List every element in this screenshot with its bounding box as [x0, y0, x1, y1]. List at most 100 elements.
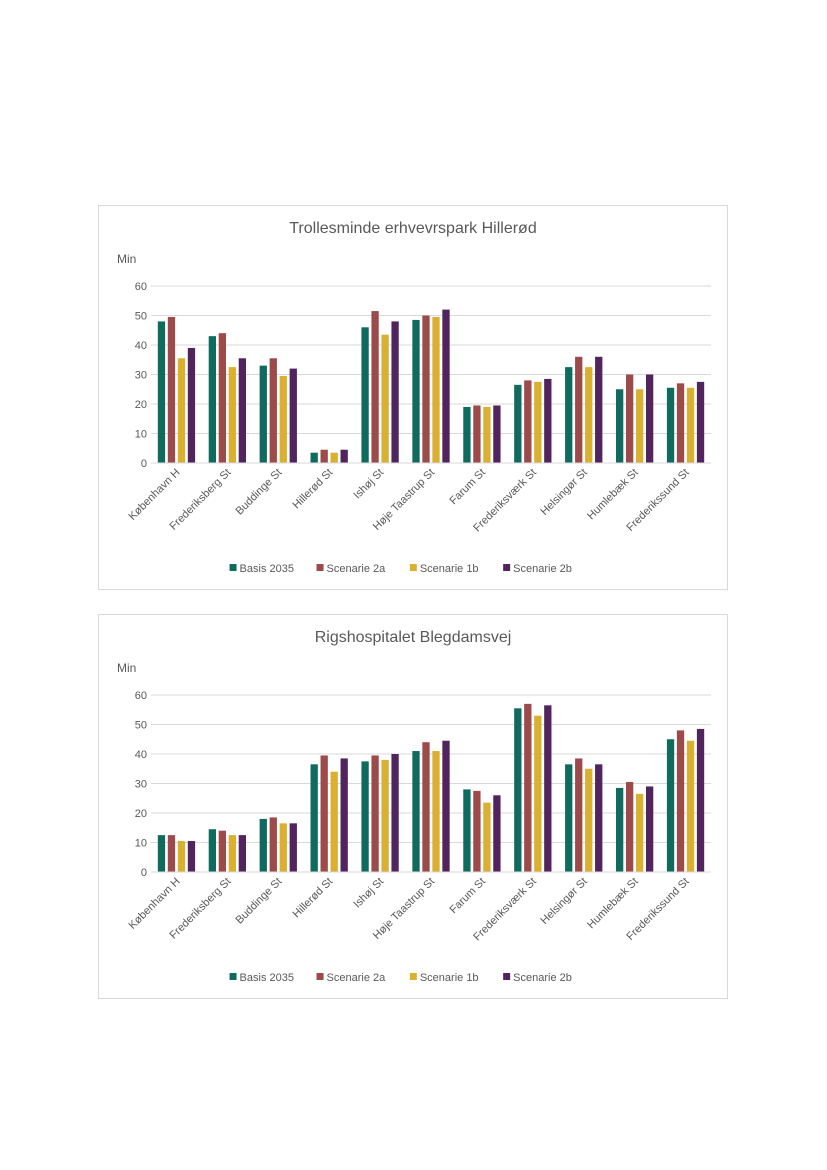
bar-scenarie-1b-buddinge-st	[279, 823, 287, 872]
bar-scenarie-2a-hoje-taastrup-st	[422, 315, 430, 463]
bar-scenarie-1b-hillerod-st	[330, 771, 338, 872]
x-category-label: Hillerød St	[291, 876, 336, 921]
legend-swatch-scenarie-2b	[503, 973, 511, 980]
legend-label-basis-2035: Basis 2035	[240, 563, 294, 575]
bar-scenarie-2b-frederiksvaerk-st	[544, 705, 552, 872]
bar-basis-2035-farum-st	[463, 406, 471, 463]
bar-basis-2035-frederikssund-st	[666, 739, 675, 872]
bar-scenarie-1b-frederiksvaerk-st	[534, 381, 542, 463]
bar-basis-2035-hoje-taastrup-st	[412, 751, 420, 872]
bar-scenarie-1b-hillerod-st	[330, 452, 338, 463]
bar-scenarie-2a-humlebaek-st	[625, 782, 634, 872]
bar-basis-2035-hillerod-st	[310, 452, 318, 463]
bar-scenarie-2b-kobenhavn-h	[187, 347, 196, 463]
bar-scenarie-2b-buddinge-st	[289, 823, 297, 872]
y-tick-label: 50	[135, 311, 147, 323]
bar-scenarie-1b-kobenhavn-h	[177, 841, 186, 872]
x-category-label: Buddinge St	[234, 467, 285, 518]
bar-scenarie-2a-farum-st	[473, 405, 481, 463]
x-category-label: Ishøj St	[351, 467, 386, 502]
bar-scenarie-2b-frederikssund-st	[696, 728, 705, 872]
bar-scenarie-2b-hillerod-st	[340, 758, 348, 872]
bar-scenarie-1b-ishoj-st	[381, 334, 389, 463]
bar-basis-2035-frederiksberg-st	[208, 336, 217, 463]
y-tick-label: 40	[135, 749, 147, 761]
chart-title: Rigshospitalet Blegdamsvej	[315, 629, 512, 646]
x-category-label: København H	[127, 467, 183, 523]
bar-scenarie-1b-buddinge-st	[279, 375, 287, 463]
x-category-label: Humlebæk St	[585, 467, 641, 523]
bar-basis-2035-humlebaek-st	[615, 389, 624, 463]
bar-scenarie-2b-helsingor-st	[595, 764, 603, 872]
bar-scenarie-1b-frederiksberg-st	[228, 367, 237, 463]
x-category-label: Humlebæk St	[585, 876, 641, 932]
x-category-label: København H	[127, 876, 183, 932]
bar-scenarie-2a-frederikssund-st	[676, 383, 685, 463]
bar-scenarie-2b-frederiksberg-st	[238, 358, 247, 463]
bar-scenarie-2b-farum-st	[493, 795, 501, 872]
legend-label-scenarie-2a: Scenarie 2a	[327, 972, 387, 984]
bar-basis-2035-ishoj-st	[361, 761, 369, 872]
bar-scenarie-2a-frederiksvaerk-st	[524, 380, 532, 463]
bar-scenarie-2a-ishoj-st	[371, 311, 379, 463]
legend-swatch-scenarie-1b	[409, 973, 417, 980]
bar-scenarie-2a-hillerod-st	[320, 449, 328, 463]
chart-title: Trollesminde erhvevrspark Hillerød	[289, 220, 536, 237]
y-tick-label: 60	[135, 281, 147, 293]
y-tick-label: 20	[135, 399, 147, 411]
bar-scenarie-1b-farum-st	[483, 406, 491, 463]
bar-scenarie-1b-helsingor-st	[585, 768, 593, 872]
legend-swatch-basis-2035	[229, 973, 237, 980]
y-tick-label: 0	[141, 458, 147, 470]
bar-scenarie-2b-ishoj-st	[391, 321, 399, 463]
bar-basis-2035-buddinge-st	[259, 365, 267, 463]
legend-label-basis-2035: Basis 2035	[240, 972, 294, 984]
bar-scenarie-2b-frederikssund-st	[696, 381, 705, 463]
legend-swatch-scenarie-1b	[409, 564, 417, 571]
bar-scenarie-1b-frederikssund-st	[686, 740, 695, 872]
bar-scenarie-1b-humlebaek-st	[635, 389, 644, 463]
bar-scenarie-2b-frederiksberg-st	[238, 835, 247, 872]
y-tick-label: 30	[135, 370, 147, 382]
bar-basis-2035-kobenhavn-h	[157, 835, 166, 872]
bar-scenarie-2a-frederiksberg-st	[218, 830, 227, 872]
y-tick-label: 10	[135, 838, 147, 850]
chart-svg-trollesminde: Trollesminde erhvevrspark Hillerød Min 0 10…	[117, 220, 711, 575]
legend-label-scenarie-2a: Scenarie 2a	[327, 563, 387, 575]
bar-basis-2035-ishoj-st	[361, 327, 369, 463]
bar-scenarie-1b-humlebaek-st	[635, 793, 644, 872]
y-tick-label: 10	[135, 429, 147, 441]
bar-scenarie-2b-kobenhavn-h	[187, 841, 196, 872]
x-category-label: Ishøj St	[351, 876, 386, 911]
bar-scenarie-2a-frederiksberg-st	[218, 333, 227, 463]
bar-basis-2035-kobenhavn-h	[157, 321, 166, 463]
bar-scenarie-2a-frederiksvaerk-st	[524, 703, 532, 872]
bar-scenarie-1b-frederiksberg-st	[228, 835, 237, 872]
bar-basis-2035-frederiksvaerk-st	[514, 708, 522, 872]
x-category-label: Helsingør St	[539, 876, 590, 927]
chart-svg-rigshospitalet: Rigshospitalet Blegdamsvej Min 0 10 20 30 40 50…	[117, 629, 711, 984]
bar-scenarie-2a-humlebaek-st	[625, 374, 634, 463]
x-category-label: Buddinge St	[234, 876, 285, 927]
bar-scenarie-2b-buddinge-st	[289, 368, 297, 463]
bar-scenarie-2b-farum-st	[493, 405, 501, 463]
bar-scenarie-2b-hoje-taastrup-st	[442, 309, 450, 463]
bar-basis-2035-frederiksberg-st	[208, 829, 217, 872]
bar-basis-2035-helsingor-st	[565, 367, 573, 463]
bar-scenarie-1b-ishoj-st	[381, 759, 389, 872]
x-category-label: Farum St	[448, 467, 488, 507]
bar-scenarie-2a-kobenhavn-h	[167, 835, 176, 872]
legend-label-scenarie-1b: Scenarie 1b	[420, 972, 479, 984]
bar-scenarie-2b-hoje-taastrup-st	[442, 740, 450, 872]
bar-scenarie-2b-helsingor-st	[595, 356, 603, 463]
bar-scenarie-2a-helsingor-st	[575, 758, 583, 872]
bar-basis-2035-hoje-taastrup-st	[412, 319, 420, 463]
bar-scenarie-2a-farum-st	[473, 790, 481, 872]
bar-basis-2035-frederiksvaerk-st	[514, 384, 522, 463]
y-tick-label: 50	[135, 720, 147, 732]
bar-scenarie-2a-frederikssund-st	[676, 730, 685, 872]
legend-swatch-basis-2035	[229, 564, 237, 571]
chart-trollesminde: Trollesminde erhvevrspark Hillerød Min 0 10…	[98, 205, 728, 590]
y-tick-label: 20	[135, 808, 147, 820]
y-axis-unit-label: Min	[117, 252, 136, 266]
